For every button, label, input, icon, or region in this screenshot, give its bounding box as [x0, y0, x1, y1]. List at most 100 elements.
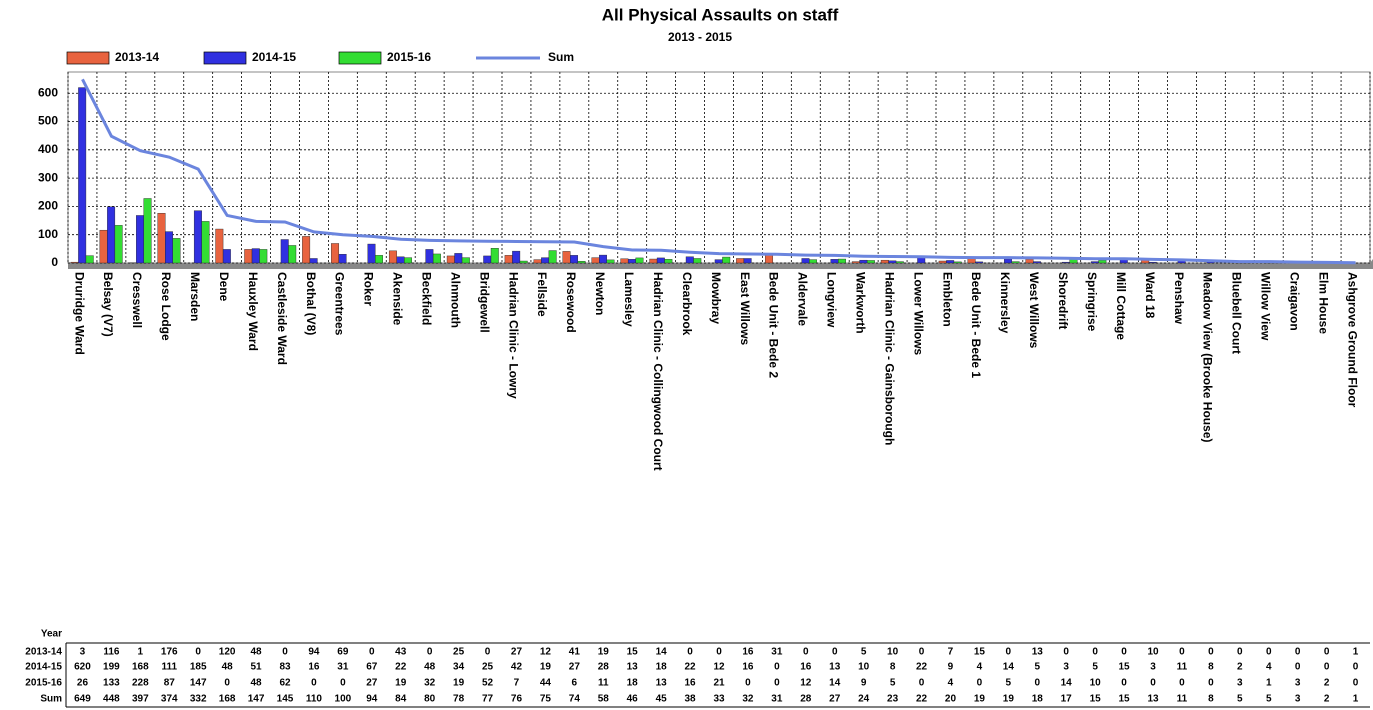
x-tick-label: Lower Willows [911, 272, 925, 356]
bar [1033, 261, 1041, 264]
bar [714, 259, 723, 264]
bar [454, 253, 463, 264]
table-cell: 1 [138, 647, 144, 658]
table-cell: 87 [164, 678, 176, 689]
bar [866, 260, 875, 264]
table-cell: 1 [1353, 694, 1359, 705]
table-cell: 14 [829, 678, 841, 689]
x-tick-label: Aldervale [796, 272, 810, 326]
table-cell: 228 [132, 678, 149, 689]
table-cell: 5 [1006, 678, 1012, 689]
table-cell: 19 [1003, 694, 1015, 705]
bar [201, 221, 210, 264]
table-cell: 100 [335, 694, 352, 705]
table-row-label: 2014-15 [25, 662, 62, 673]
table-cell: 176 [161, 647, 178, 658]
table-cell: 41 [569, 647, 581, 658]
bar [396, 256, 405, 264]
bar [490, 248, 499, 264]
bar [599, 254, 607, 264]
table-cell: 15 [974, 647, 986, 658]
table-cell: 120 [219, 647, 236, 658]
table-cell: 9 [861, 678, 867, 689]
table-row-label: 2013-14 [25, 647, 62, 658]
bar [722, 256, 731, 264]
table-cell: 18 [627, 678, 639, 689]
table-cell: 649 [74, 694, 91, 705]
y-tick-label: 200 [38, 199, 58, 213]
table-cell: 67 [366, 662, 378, 673]
table-cell: 45 [656, 694, 668, 705]
x-tick-label: Belsay (V7) [101, 272, 115, 337]
legend-label: 2014-15 [252, 50, 296, 64]
table-cell: 0 [774, 678, 780, 689]
table-cell: 0 [977, 678, 983, 689]
bar [895, 261, 904, 264]
x-tick-label: Penshaw [1172, 272, 1186, 325]
table-cell: 75 [540, 694, 552, 705]
x-tick-label: Roker [362, 272, 376, 306]
table-cell: 46 [627, 694, 639, 705]
table-cell: 48 [251, 678, 263, 689]
table-cell: 33 [713, 694, 725, 705]
x-tick-label: Embleton [940, 272, 954, 327]
y-tick-label: 300 [38, 170, 58, 184]
chart-subtitle: 2013 - 2015 [668, 30, 732, 44]
bar [830, 259, 839, 264]
table-cell: 11 [1177, 694, 1188, 705]
bar [533, 259, 542, 264]
table-cell: 7 [514, 678, 520, 689]
x-tick-label: Druridge Ward [72, 272, 86, 355]
table-cell: 16 [742, 662, 754, 673]
bar [809, 259, 817, 264]
table-cell: 0 [1150, 678, 1156, 689]
table-cell: 0 [687, 647, 693, 658]
table-cell: 74 [569, 694, 581, 705]
bar [425, 249, 434, 264]
legend-swatch [203, 51, 247, 65]
table-cell: 10 [887, 647, 899, 658]
table-cell: 0 [1063, 647, 1069, 658]
table-cell: 8 [1208, 662, 1214, 673]
bar [143, 198, 152, 264]
table-cell: 31 [771, 694, 783, 705]
bar [953, 261, 962, 264]
bar [656, 257, 665, 264]
x-tick-label: Elm House [1316, 272, 1330, 334]
x-tick-label: Rose Lodge [159, 272, 173, 341]
bar [1090, 261, 1099, 264]
table-cell: 15 [1090, 694, 1102, 705]
table-cell: 111 [161, 662, 177, 673]
x-tick-label: East Willows [738, 272, 752, 346]
bar [946, 260, 955, 264]
x-tick-label: Fellside [535, 272, 549, 317]
table-cell: 5 [861, 647, 867, 658]
table-cell: 13 [1032, 647, 1044, 658]
table-cell: 7 [948, 647, 954, 658]
x-tick-label: Hauxley Ward [246, 272, 260, 351]
table-cell: 22 [916, 694, 928, 705]
table-cell: 0 [340, 678, 346, 689]
bar [1011, 261, 1020, 264]
table-cell: 19 [453, 678, 465, 689]
x-tick-label: Greentrees [333, 272, 347, 336]
table-cell: 0 [1092, 647, 1098, 658]
x-tick-label: West Willows [1027, 272, 1041, 349]
bar [136, 215, 145, 264]
table-cell: 31 [771, 647, 783, 658]
table-cell: 3 [1063, 662, 1069, 673]
table-cell: 0 [919, 678, 925, 689]
bar [685, 256, 694, 264]
table-cell: 116 [103, 647, 120, 658]
bar [193, 210, 202, 264]
bar [461, 257, 470, 264]
x-tick-label: Warkworth [853, 272, 867, 334]
legend-label: 2013-14 [115, 50, 159, 64]
bar [222, 249, 231, 264]
x-tick-label: Mill Cottage [1114, 272, 1128, 340]
x-tick-label: Bede Unit - Bede 2 [767, 272, 781, 378]
table-cell: 13 [829, 662, 841, 673]
table-cell: 0 [1121, 647, 1127, 658]
table-cell: 10 [1090, 678, 1102, 689]
table-cell: 94 [366, 694, 378, 705]
